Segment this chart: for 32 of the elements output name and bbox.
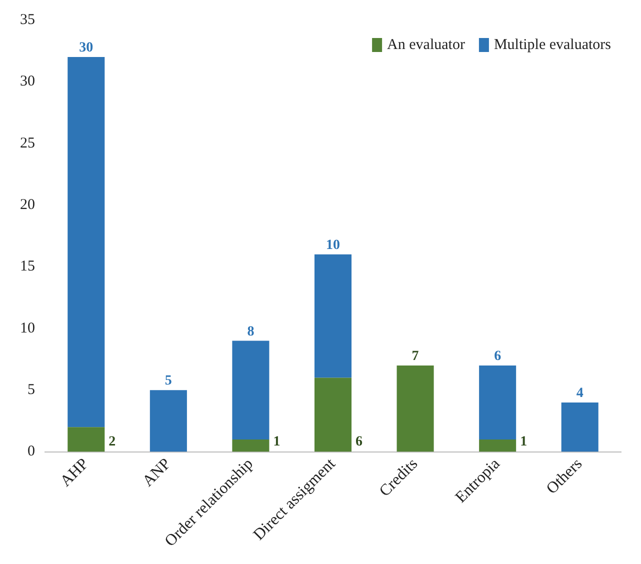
y-tick-label: 20 xyxy=(20,196,35,213)
y-tick-label: 35 xyxy=(20,12,35,28)
y-tick-label: 0 xyxy=(28,444,35,460)
data-label: 10 xyxy=(326,238,340,254)
data-label: 8 xyxy=(247,324,254,340)
bar xyxy=(232,340,270,440)
bar xyxy=(479,439,516,452)
bar xyxy=(561,402,598,452)
data-label: 30 xyxy=(79,40,94,56)
data-label: 6 xyxy=(356,434,363,450)
bar xyxy=(479,365,516,440)
y-tick-label: 5 xyxy=(28,382,35,398)
data-label: 7 xyxy=(412,349,419,364)
data-label: 5 xyxy=(164,374,172,389)
y-tick-label: 30 xyxy=(20,74,35,90)
bar xyxy=(396,365,434,452)
y-tick-label: 25 xyxy=(20,135,35,152)
bar xyxy=(232,439,270,452)
bar xyxy=(68,427,105,452)
bar xyxy=(150,390,187,452)
data-label: 1 xyxy=(273,434,280,450)
bar xyxy=(314,378,352,452)
data-label: 1 xyxy=(520,434,528,450)
bar xyxy=(314,254,352,378)
data-label: 2 xyxy=(108,434,116,450)
y-tick-label: 15 xyxy=(20,258,35,275)
legend-label: Multiple evaluators xyxy=(494,36,612,53)
bar xyxy=(68,57,105,428)
data-label: 6 xyxy=(494,349,502,364)
data-label: 4 xyxy=(576,386,584,402)
y-tick-label: 10 xyxy=(20,320,35,336)
legend-label: An evaluator xyxy=(387,36,465,53)
